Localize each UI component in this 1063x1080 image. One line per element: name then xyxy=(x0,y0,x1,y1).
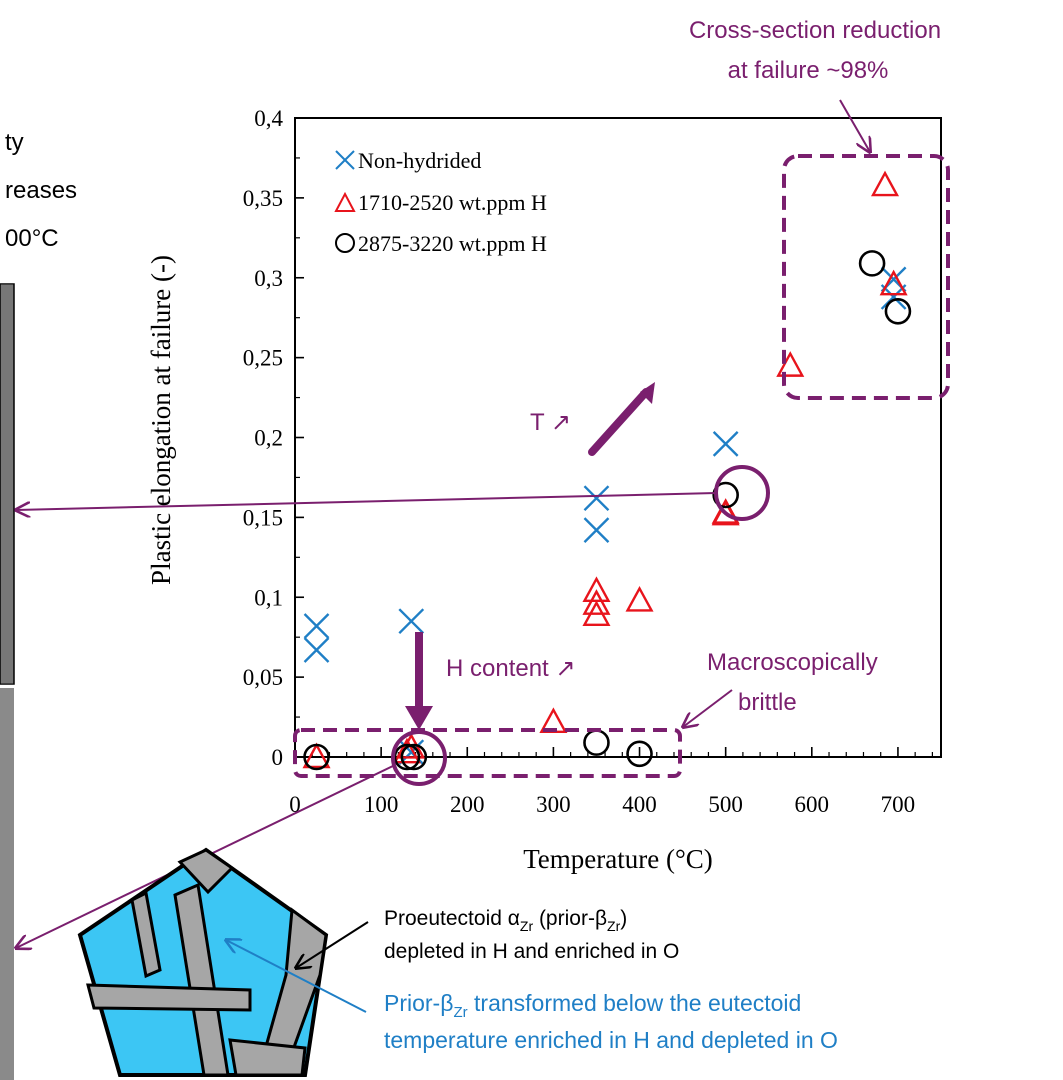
x-tick-label: 400 xyxy=(622,792,657,817)
point-mid-hydrogen xyxy=(625,585,654,612)
point-high-hydrogen xyxy=(400,743,428,771)
legend-label-non-hydrided: Non-hydrided xyxy=(358,148,481,173)
x-tick-label: 200 xyxy=(450,792,485,817)
cross-section-label-line1: Cross-section reduction xyxy=(689,17,941,44)
prior-beta-pointer xyxy=(226,940,367,1013)
lath-left xyxy=(130,890,162,979)
point-non-hydrided xyxy=(583,517,610,544)
x-axis-title: Temperature (°C) xyxy=(523,844,713,874)
x-tick-label: 0 xyxy=(289,792,301,817)
y-axis-ticks xyxy=(295,117,304,758)
legend-marker-high-h xyxy=(335,233,355,253)
legend: Non-hydrided 1710-2520 wt.ppm H 2875-322… xyxy=(334,148,547,256)
y-tick-label: 0,1 xyxy=(254,585,283,610)
x-tick-label: 500 xyxy=(708,792,743,817)
x-axis-tick-labels: 0 100 200 300 400 500 600 700 xyxy=(289,792,915,817)
y-tick-label: 0,3 xyxy=(254,266,283,291)
h-content-arrow-head xyxy=(405,706,433,730)
lath-center xyxy=(173,882,230,1077)
y-axis-tick-labels: 0 0,05 0,1 0,15 0,2 0,25 0,3 0,35 0,4 xyxy=(243,106,284,770)
point-mid-hydrogen xyxy=(582,600,611,627)
point-mid-hydrogen xyxy=(302,742,331,769)
legend-marker-mid-h xyxy=(334,191,356,212)
lath-horizontal xyxy=(86,983,252,1012)
temperature-arrow-shaft xyxy=(588,388,650,456)
micrograph-top-border xyxy=(0,283,15,685)
legend-label-mid-h: 1710-2520 wt.ppm H xyxy=(358,190,547,215)
lath-bottom xyxy=(228,1038,307,1077)
point-high-hydrogen xyxy=(626,740,653,768)
left-text-line2: reases xyxy=(5,177,77,204)
highlight-circle-135c xyxy=(391,730,447,786)
y-tick-label: 0,4 xyxy=(254,106,283,131)
point-non-hydrided xyxy=(303,613,330,639)
x-tick-label: 300 xyxy=(536,792,571,817)
highlight-circle-500c xyxy=(714,465,770,521)
left-text-line1: ty xyxy=(5,129,24,156)
brittle-label-line2: brittle xyxy=(738,689,797,716)
point-mid-hydrogen xyxy=(392,737,421,764)
y-tick-label: 0,15 xyxy=(243,505,283,530)
pointer-arrow-to-top-micrograph xyxy=(16,492,717,510)
prior-beta-label-line1: Prior-βZr transformed below the eutectoi… xyxy=(384,990,801,1021)
proeutectoid-label-line1: Proeutectoid αZr (prior-βZr) xyxy=(384,907,627,934)
brittle-label-line1: Macroscopically xyxy=(707,649,878,676)
x-tick-label: 100 xyxy=(364,792,399,817)
micrograph-bottom-fragment xyxy=(0,688,14,1080)
prior-beta-label-line2: temperature enriched in H and depleted i… xyxy=(384,1027,838,1053)
proeutectoid-label-line2: depleted in H and enriched in O xyxy=(384,940,679,963)
left-text-line3: 00°C xyxy=(5,225,59,252)
y-tick-label: 0,35 xyxy=(243,186,283,211)
high-temperature-region-box xyxy=(782,154,950,400)
legend-label-high-h: 2875-3220 wt.ppm H xyxy=(358,231,547,256)
lath-top xyxy=(177,848,235,895)
point-mid-hydrogen xyxy=(870,170,900,197)
point-mid-hydrogen xyxy=(582,589,611,615)
microstructure-diagram xyxy=(77,847,329,1077)
proeutectoid-pointer xyxy=(296,921,369,968)
point-non-hydrided xyxy=(398,608,425,635)
point-high-hydrogen xyxy=(583,729,610,756)
data-points xyxy=(302,170,912,771)
temperature-arrow-label: T ↗ xyxy=(530,409,571,436)
y-tick-label: 0,25 xyxy=(243,346,283,371)
x-axis-ticks xyxy=(294,747,933,757)
y-tick-label: 0,2 xyxy=(254,426,283,451)
cross-section-pointer xyxy=(839,99,870,152)
point-high-hydrogen xyxy=(712,481,739,509)
temperature-arrow-head xyxy=(640,382,655,404)
point-non-hydrided xyxy=(583,485,610,512)
x-tick-label: 700 xyxy=(881,792,916,817)
legend-marker-non-hydrided xyxy=(335,150,355,170)
point-non-hydrided xyxy=(303,637,330,663)
micrograph-top-fragment xyxy=(0,285,14,683)
x-tick-label: 600 xyxy=(795,792,830,817)
cross-section-label-line2: at failure ~98% xyxy=(728,57,889,84)
point-high-hydrogen xyxy=(884,297,912,325)
brittle-pointer xyxy=(683,689,733,727)
y-tick-label: 0 xyxy=(272,745,284,770)
point-mid-hydrogen xyxy=(711,499,740,526)
y-tick-label: 0,05 xyxy=(243,665,283,690)
point-high-hydrogen xyxy=(858,250,886,277)
y-axis-title: Plastic elongation at failure (-) xyxy=(146,255,176,585)
point-non-hydrided xyxy=(712,431,739,457)
point-high-hydrogen xyxy=(303,743,330,771)
point-mid-hydrogen xyxy=(879,269,908,296)
point-mid-hydrogen xyxy=(776,351,805,377)
h-content-label: H content ↗ xyxy=(446,655,576,682)
brittle-region-box xyxy=(293,728,682,778)
